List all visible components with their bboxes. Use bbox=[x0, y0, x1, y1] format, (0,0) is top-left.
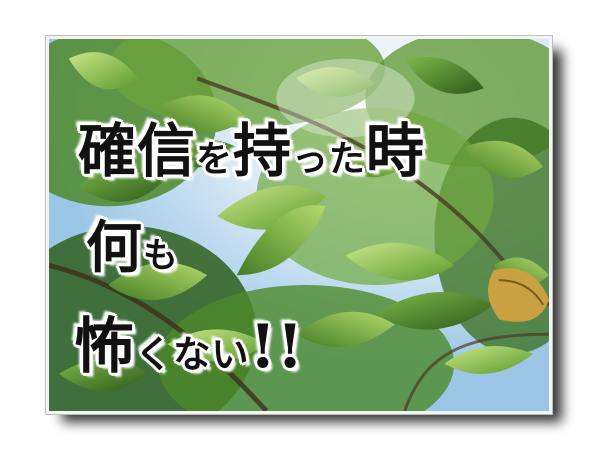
leaf-photo bbox=[49, 39, 549, 411]
photo-frame bbox=[45, 35, 553, 415]
